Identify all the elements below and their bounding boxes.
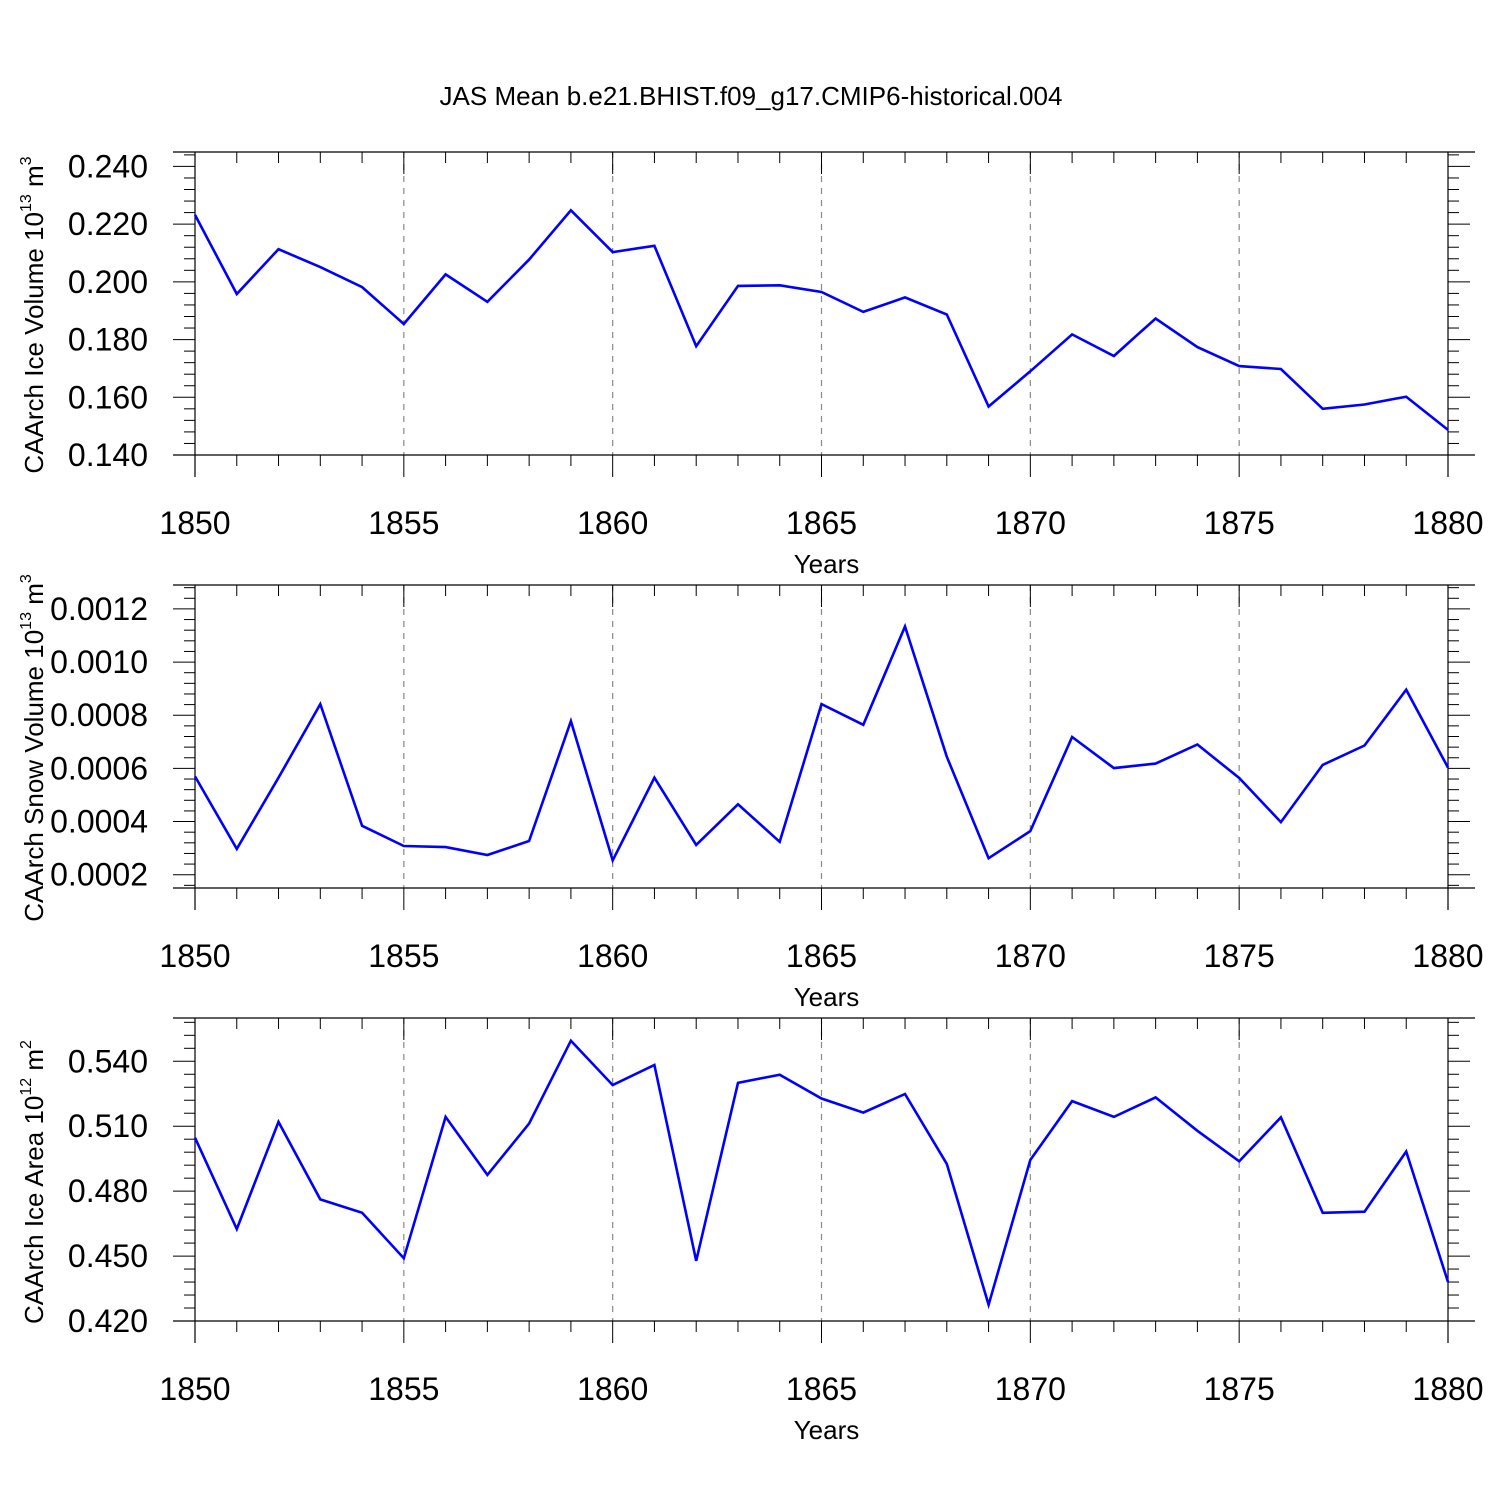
panel-1: 1850 1855 1860 1865 1870 1875 1880 0.140 0.160 0.… [18,148,1484,579]
y-axis-label: CAArch Ice Area 1012 m2 [18,1040,49,1324]
series-line [193,1038,1450,1310]
x-axis-label: Years [794,1415,860,1445]
y-tick-label: 0.480 [68,1173,148,1209]
y-tick-label: 0.0010 [50,644,148,680]
x-tick-label: 1850 [159,938,230,974]
x-tick-label: 1850 [159,1371,230,1407]
x-tick-label: 1855 [368,505,439,541]
y-axis-label: CAArch Ice Volume 1013 m3 [18,156,49,473]
series-line [193,622,1450,864]
series-line [193,208,1449,431]
y-tick-label: 0.420 [68,1303,148,1339]
x-tick-label: 1855 [368,938,439,974]
y-tick-label: 0.0006 [50,750,148,786]
chart-title: JAS Mean b.e21.BHIST.f09_g17.CMIP6-histo… [440,81,1063,111]
x-tick-label: 1875 [1204,938,1275,974]
y-tick-label: 0.200 [68,264,148,300]
x-tick-label: 1880 [1412,1371,1483,1407]
x-tick-label: 1860 [577,938,648,974]
x-tick-label: 1865 [786,938,857,974]
y-axis-label: CAArch Snow Volume 1013 m3 [18,574,49,922]
x-tick-label: 1850 [159,505,230,541]
x-tick-label: 1860 [577,1371,648,1407]
panels: 1850 1855 1860 1865 1870 1875 1880 0.140 0.160 0.… [18,148,1484,1445]
x-tick-label: 1870 [995,505,1066,541]
y-tick-label: 0.220 [68,206,148,242]
x-tick-label: 1880 [1412,505,1483,541]
x-tick-label: 1855 [368,1371,439,1407]
y-tick-label: 0.540 [68,1043,148,1079]
y-tick-label: 0.0012 [50,591,148,627]
x-tick-label: 1870 [995,938,1066,974]
y-tick-label: 0.240 [68,148,148,184]
y-tick-label: 0.0008 [50,697,148,733]
y-tick-label: 0.180 [68,322,148,358]
panel-2: 1850 1855 1860 1865 1870 1875 1880 0.0002 0.0004… [18,574,1484,1012]
x-tick-label: 1865 [786,505,857,541]
x-tick-label: 1875 [1204,1371,1275,1407]
x-tick-label: 1875 [1204,505,1275,541]
y-tick-label: 0.0004 [50,804,148,840]
y-tick-label: 0.0002 [50,857,148,893]
x-tick-label: 1880 [1412,938,1483,974]
x-tick-label: 1865 [786,1371,857,1407]
y-tick-label: 0.140 [68,437,148,473]
x-tick-label: 1860 [577,505,648,541]
x-tick-label: 1870 [995,1371,1066,1407]
x-axis-label: Years [794,982,860,1012]
y-tick-label: 0.160 [68,379,148,415]
y-tick-label: 0.510 [68,1108,148,1144]
y-tick-label: 0.450 [68,1238,148,1274]
x-axis-label: Years [794,549,860,579]
panel-3: 1850 1855 1860 1865 1870 1875 1880 0.420 0.450 0.… [18,1017,1484,1445]
